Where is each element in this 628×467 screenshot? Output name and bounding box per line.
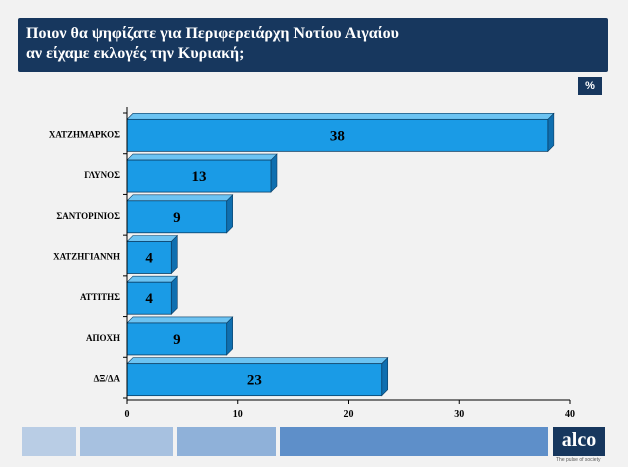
bar-side-face: [226, 194, 233, 234]
alco-logo: alco: [553, 427, 605, 456]
footer-stripe-1: [22, 427, 76, 456]
bar-side-face: [226, 316, 233, 356]
bar-value-label: 9: [173, 210, 181, 226]
category-label: ΧΑΤΖΗΜΑΡΚΟΣ: [49, 129, 120, 139]
category-label: ΧΑΤΖΗΓΙΑΝΝΗ: [53, 252, 120, 262]
bar-top-face: [126, 194, 234, 202]
bar-top-face: [126, 153, 278, 161]
x-tick-label: 40: [565, 409, 575, 420]
bar-top-face: [126, 113, 555, 120]
category-label: ΑΠΟΧΗ: [86, 333, 120, 343]
bar-side-face: [270, 153, 278, 193]
bar-top-face: [126, 275, 179, 283]
bar-top-face: [126, 316, 234, 324]
bar-top-face: [126, 235, 179, 242]
footer-stripe-3: [177, 427, 276, 456]
bar: [126, 159, 272, 193]
category-label: ΑΤΤΙΤΗΣ: [80, 292, 120, 302]
bar-value-label: 13: [191, 169, 206, 185]
bar-top-face: [126, 357, 389, 364]
footer-stripe-2: [80, 427, 173, 456]
bar-value-label: 9: [173, 332, 181, 348]
bar: [126, 322, 228, 356]
title-banner: Ποιον θα ψηφίζατε για Περιφερειάρχη Νοτί…: [18, 18, 608, 72]
bar-side-face: [547, 112, 555, 153]
bar-value-label: 4: [145, 251, 153, 267]
bar-side-face: [381, 356, 389, 397]
x-tick-label: 30: [454, 409, 464, 420]
bar-value-label: 4: [145, 291, 153, 307]
bar-side-face: [171, 275, 178, 315]
logo-tagline: The pulse of society: [556, 457, 601, 463]
bar-side-face: [171, 234, 178, 275]
bar-value-label: 38: [330, 128, 345, 144]
category-label: ΔΞ/ΔΑ: [94, 374, 121, 384]
bar: [126, 363, 383, 397]
bar-value-label: 23: [247, 373, 262, 389]
x-tick-label: 10: [233, 409, 243, 420]
percent-unit-badge: %: [578, 77, 602, 95]
x-tick-label: 20: [344, 409, 354, 420]
category-label: ΣΑΝΤΟΡΙΝΙΟΣ: [56, 211, 120, 221]
x-tick-label: 0: [125, 409, 130, 420]
bar: [126, 118, 549, 152]
footer-stripe-4: [280, 427, 548, 456]
chart-title-line-1: Ποιον θα ψηφίζατε για Περιφερειάρχη Νοτί…: [26, 25, 399, 42]
category-label: ΓΛΥΝΟΣ: [84, 170, 120, 180]
chart-title-line-2: αν είχαμε εκλογές την Κυριακή;: [26, 45, 245, 62]
